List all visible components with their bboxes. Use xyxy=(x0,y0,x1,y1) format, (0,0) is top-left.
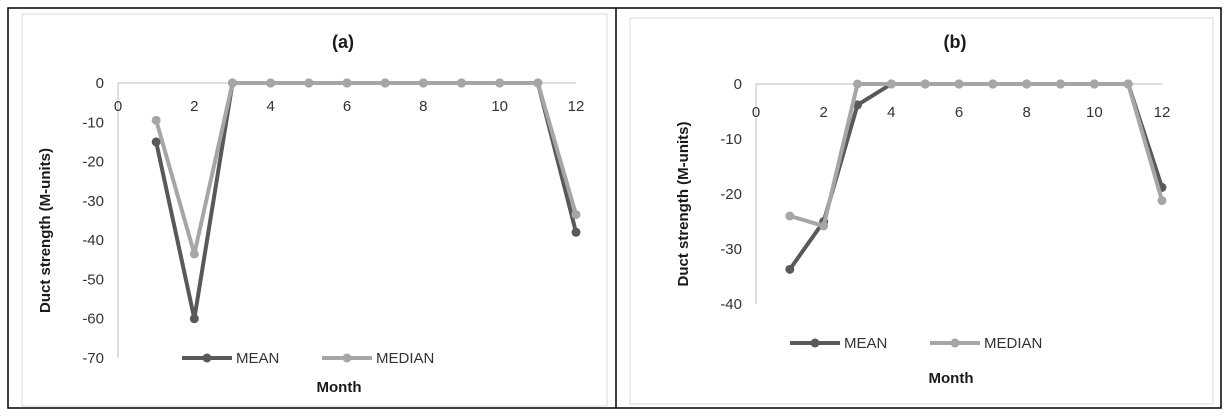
data-point-median xyxy=(1157,196,1167,206)
y-tick-label: -70 xyxy=(82,350,104,367)
legend-item-median: MEDIAN xyxy=(322,350,434,367)
y-tick-label: -20 xyxy=(720,186,742,203)
data-point-mean xyxy=(853,100,862,110)
x-tick-label: 10 xyxy=(1086,104,1103,121)
data-point-median xyxy=(1022,79,1032,89)
y-tick-label: 0 xyxy=(96,75,104,92)
x-tick-label: 12 xyxy=(568,98,585,115)
data-point-median xyxy=(342,78,352,88)
data-point-median xyxy=(533,78,543,88)
data-point-median xyxy=(886,79,896,89)
data-point-median xyxy=(304,78,314,88)
x-tick-label: 8 xyxy=(419,98,427,115)
y-tick-label: -20 xyxy=(82,154,104,171)
data-point-median xyxy=(151,115,161,125)
data-point-median xyxy=(853,79,862,89)
x-tick-label: 0 xyxy=(114,98,122,115)
y-tick-label: 0 xyxy=(734,76,742,93)
data-point-median xyxy=(785,211,795,221)
figure-frame xyxy=(7,7,1222,409)
y-tick-label: -40 xyxy=(82,232,104,249)
y-tick-label: -10 xyxy=(82,114,104,131)
chart-area-border xyxy=(629,17,1214,405)
y-axis-title: Duct strength (M-units) xyxy=(675,122,692,287)
legend-label: MEDIAN xyxy=(984,335,1042,352)
x-tick-label: 4 xyxy=(887,104,895,121)
series-line-mean xyxy=(154,81,578,321)
data-point-mean xyxy=(151,137,161,147)
data-point-median xyxy=(954,79,964,89)
x-tick-label: 8 xyxy=(1022,104,1030,121)
data-point-median xyxy=(189,249,199,259)
legend-label: MEDIAN xyxy=(376,350,434,367)
series-line-median xyxy=(154,81,578,256)
legend-item-median: MEDIAN xyxy=(930,335,1042,352)
legend-marker xyxy=(342,353,352,363)
x-axis-title: Month xyxy=(317,379,362,396)
series-line-median xyxy=(789,82,1164,228)
data-point-median xyxy=(380,78,390,88)
x-tick-label: 2 xyxy=(819,104,827,121)
legend-label: MEAN xyxy=(844,335,887,352)
x-axis-title: Month xyxy=(929,370,974,387)
data-point-mean xyxy=(785,264,795,274)
data-point-median xyxy=(819,221,829,231)
chart-area-border xyxy=(21,13,608,407)
chart-title: (a) xyxy=(332,32,354,52)
series-line-mean xyxy=(788,82,1164,271)
x-tick-label: 10 xyxy=(491,98,508,115)
legend-marker xyxy=(950,338,960,348)
data-point-median xyxy=(1089,79,1099,89)
data-point-median xyxy=(571,210,581,220)
data-point-mean xyxy=(189,314,199,324)
chart-layer: (a) 0 -10 -20 -30 -40 -50 -60 -70 0 2 4 6 8 10 12 Duct s… xyxy=(21,13,1214,407)
data-point-median xyxy=(1123,79,1133,89)
y-tick-label: -40 xyxy=(720,296,742,313)
chart-title: (b) xyxy=(944,32,967,52)
chart-panel-a: (a) 0 -10 -20 -30 -40 -50 -60 -70 0 2 4 6 8 10 12 Duct s… xyxy=(21,13,608,407)
data-point-median xyxy=(495,78,505,88)
y-tick-label: -10 xyxy=(720,131,742,148)
data-point-median xyxy=(418,78,428,88)
y-tick-label: -60 xyxy=(82,311,104,328)
x-tick-label: 2 xyxy=(190,98,198,115)
legend-item-mean: MEAN xyxy=(182,350,279,367)
data-point-median xyxy=(1056,79,1065,89)
y-tick-label: -30 xyxy=(720,241,742,258)
y-tick-label: -30 xyxy=(82,193,104,210)
y-axis-title: Duct strength (M-units) xyxy=(37,148,54,313)
data-point-median xyxy=(457,78,466,88)
legend-item-mean: MEAN xyxy=(790,335,887,352)
data-point-mean xyxy=(571,227,581,237)
x-tick-label: 0 xyxy=(752,104,760,121)
y-tick-label: -50 xyxy=(82,271,104,288)
data-point-median xyxy=(228,78,237,88)
legend-label: MEAN xyxy=(236,350,279,367)
data-point-median xyxy=(920,79,930,89)
legend-marker xyxy=(810,338,820,348)
x-tick-label: 4 xyxy=(266,98,274,115)
legend-marker xyxy=(202,353,212,363)
data-point-median xyxy=(988,79,998,89)
x-tick-label: 6 xyxy=(955,104,963,121)
x-tick-label: 12 xyxy=(1154,104,1171,121)
x-tick-label: 6 xyxy=(343,98,351,115)
data-point-median xyxy=(266,78,276,88)
chart-panel-b: (b) 0 -10 -20 -30 -40 0 2 4 6 8 10 12 Duct strength (… xyxy=(629,17,1214,405)
